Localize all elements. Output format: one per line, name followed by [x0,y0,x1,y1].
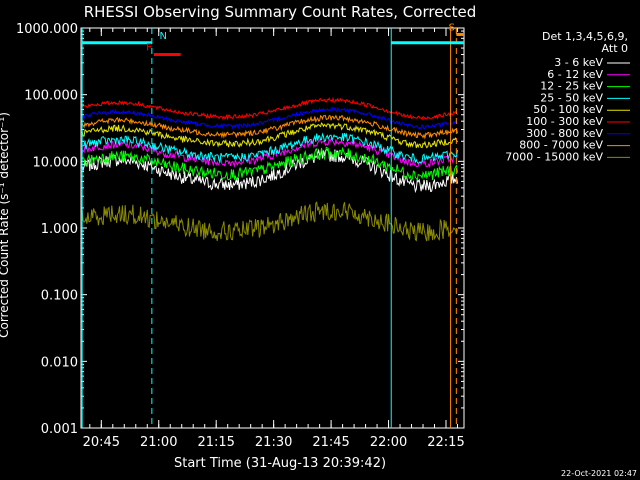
y-tick-label: 1000.000 [16,22,78,37]
chart-title: RHESSI Observing Summary Count Rates, Co… [84,3,477,21]
series-line-4 [81,122,458,149]
legend-label-8: 7000 - 15000 keV [505,150,603,163]
legend-label-1: 6 - 12 keV [547,68,603,81]
x-tick-label: 21:30 [255,435,292,450]
series-line-3 [82,132,458,164]
series-line-1 [81,137,458,169]
x-axis-ticks: 20:45 21:00 21:15 21:30 21:45 22:00 22:15 [83,28,465,450]
y-tick-label: 100.000 [24,89,78,104]
vertical-lines [81,28,457,428]
series-group [81,96,458,242]
legend-header-line-1: Det 1,3,4,5,6,9, [542,30,628,43]
y-tick-label: 0.100 [41,289,78,304]
y-axis-ticks: 0.001 0.010 0.100 1.000 10.000 100.000 1000.00… [16,22,464,437]
legend-header-line-2: Att 0 [602,42,628,55]
x-tick-label: 21:45 [312,435,349,450]
series-line-7 [81,114,458,140]
x-tick-label: 21:15 [197,435,234,450]
y-tick-label: 10.000 [33,155,79,170]
series-line-5 [81,96,458,121]
x-tick-label: 22:00 [370,435,407,450]
y-tick-label: 0.010 [41,355,78,370]
series-line-2 [81,146,458,182]
series-line-6 [81,106,458,130]
x-tick-label: 21:00 [140,435,177,450]
legend-label-2: 12 - 25 keV [540,80,603,93]
footer-timestamp: 22-Oct-2021 02:47 [561,469,637,478]
y-axis-label: Corrected Count Rate (s⁻¹ detector⁻¹) [0,112,11,338]
x-tick-label: 22:15 [427,435,464,450]
legend-label-3: 25 - 50 keV [540,91,603,104]
annotations-group: NF S [146,22,455,53]
x-tick-label: 20:45 [83,435,120,450]
bars-group [81,32,464,57]
legend-label-0: 3 - 6 keV [554,56,603,69]
legend-label-5: 100 - 300 keV [526,115,603,128]
annotation-F: F [146,43,152,54]
y-tick-label: 0.001 [41,422,78,437]
x-axis-label: Start Time (31-Aug-13 20:39:42) [174,456,386,471]
series-line-8 [81,201,458,242]
legend-label-4: 50 - 100 keV [533,103,603,116]
series-line-0 [81,148,458,194]
annotation-S: S [449,22,455,33]
y-tick-label: 1.000 [41,222,78,237]
legend-label-6: 300 - 800 keV [526,127,603,140]
annotation-N: N [160,31,167,42]
legend-label-7: 800 - 7000 keV [519,139,603,152]
